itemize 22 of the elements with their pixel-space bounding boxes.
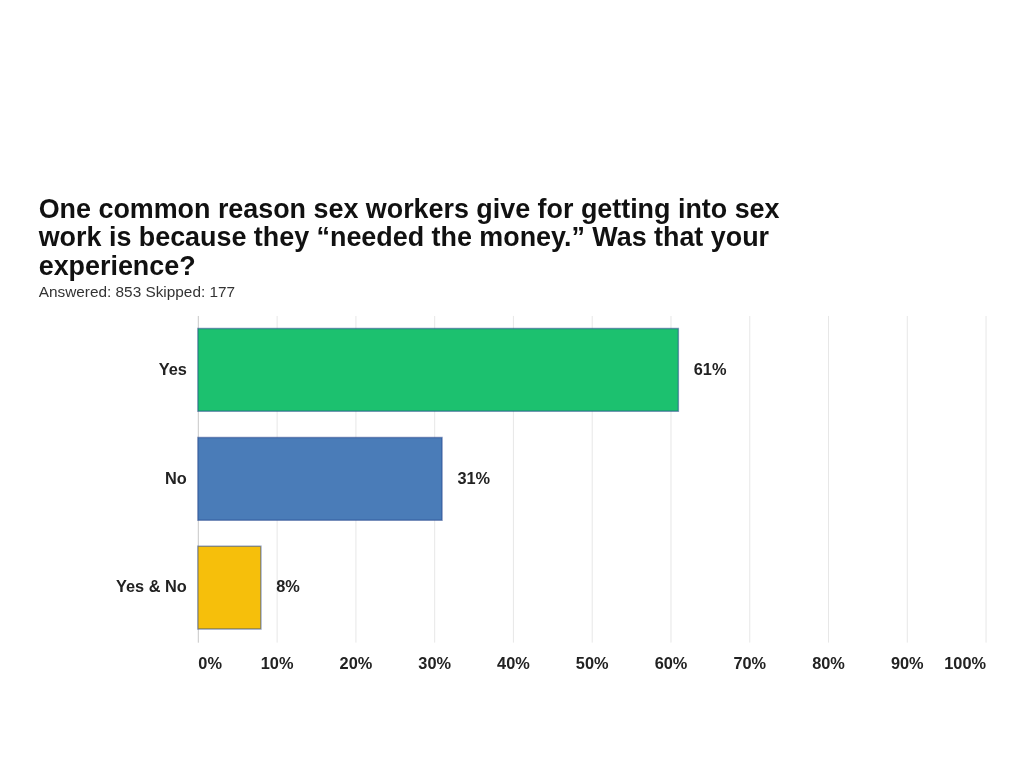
x-tick-label: 10%: [260, 653, 294, 672]
x-tick-label: 70%: [733, 653, 767, 672]
y-tick-label: No: [165, 468, 187, 487]
chart-subtitle: Answered: 853 Skipped: 177: [38, 283, 236, 301]
data-label: 31%: [457, 468, 491, 487]
x-tick-label: 80%: [812, 653, 846, 672]
x-tick-label: 90%: [890, 653, 925, 672]
bar: [197, 436, 443, 521]
y-tick-label: Yes: [158, 359, 187, 378]
data-label: 8%: [276, 577, 301, 596]
bar: [197, 545, 262, 630]
x-tick-label: 50%: [575, 653, 610, 672]
x-tick-label: 0%: [198, 653, 223, 672]
y-tick-label: Yes & No: [116, 577, 187, 596]
x-tick-label: 100%: [944, 653, 987, 672]
x-tick-label: 20%: [339, 653, 373, 672]
x-tick-label: 60%: [654, 653, 688, 672]
chart-title: One common reason sex workers give for getting into sex work is because they “needed the money.” Was that your experience?: [37, 193, 780, 282]
bar: [197, 327, 680, 413]
x-tick-label: 30%: [418, 653, 452, 672]
data-label: 61%: [693, 359, 727, 378]
x-tick-label: 40%: [497, 653, 531, 672]
